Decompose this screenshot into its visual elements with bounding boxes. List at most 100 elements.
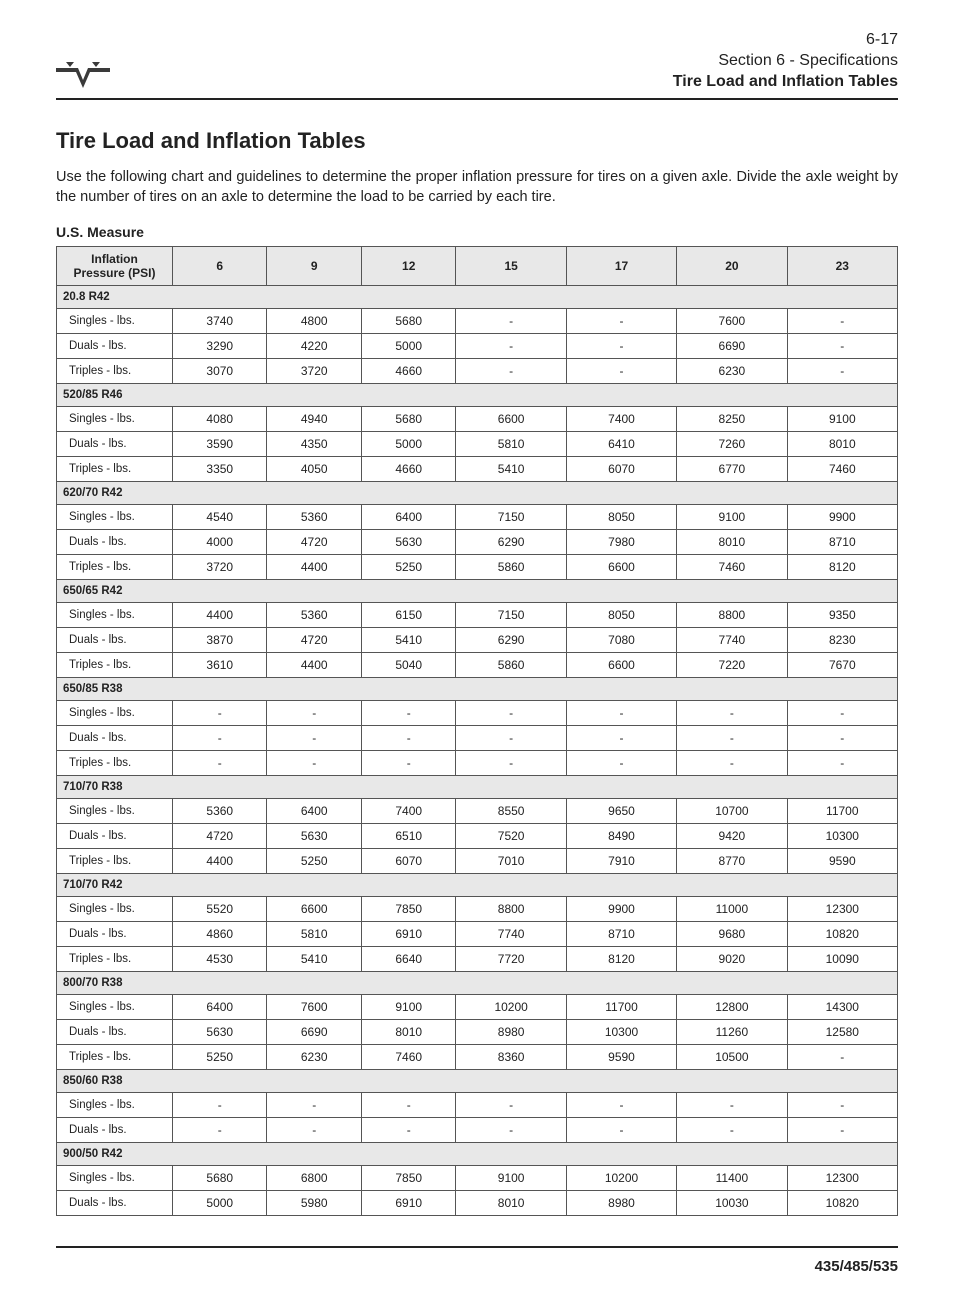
load-value: 6510 [361, 823, 455, 848]
row-label: Triples - lbs. [57, 456, 173, 481]
load-value: 12800 [677, 994, 787, 1019]
load-value: 6290 [456, 529, 566, 554]
load-value: 6910 [361, 1190, 455, 1215]
table-row: Duals - lbs.5630669080108980103001126012… [57, 1019, 898, 1044]
load-value: 7520 [456, 823, 566, 848]
row-label: Duals - lbs. [57, 529, 173, 554]
load-value: - [361, 1092, 455, 1117]
load-value: 4720 [267, 529, 361, 554]
load-value: - [456, 1117, 566, 1142]
load-value: - [173, 1117, 267, 1142]
load-value: 5410 [456, 456, 566, 481]
page-number: 6-17 [673, 30, 898, 51]
tire-size-label: 710/70 R38 [57, 775, 898, 798]
table-row: Duals - lbs.4860581069107740871096801082… [57, 921, 898, 946]
load-value: 11400 [677, 1165, 787, 1190]
psi-column-header: 15 [456, 246, 566, 285]
load-value: 10300 [787, 823, 897, 848]
row-label: Triples - lbs. [57, 358, 173, 383]
table-row: Singles - lbs.45405360640071508050910099… [57, 504, 898, 529]
row-label: Duals - lbs. [57, 1117, 173, 1142]
table-row: Triples - lbs.307037204660--6230- [57, 358, 898, 383]
load-value: 5860 [456, 554, 566, 579]
load-value: 10200 [566, 1165, 676, 1190]
load-value: 5250 [173, 1044, 267, 1069]
load-value: 9350 [787, 602, 897, 627]
load-value: 4540 [173, 504, 267, 529]
section-name: Section 6 - Specifications [673, 51, 898, 72]
psi-column-header: 20 [677, 246, 787, 285]
load-value: - [456, 725, 566, 750]
load-value: 9100 [787, 406, 897, 431]
row-label: Duals - lbs. [57, 725, 173, 750]
row-label: Singles - lbs. [57, 896, 173, 921]
row-label: Triples - lbs. [57, 1044, 173, 1069]
load-value: 7460 [361, 1044, 455, 1069]
row-label: Duals - lbs. [57, 921, 173, 946]
tire-size-label: 850/60 R38 [57, 1069, 898, 1092]
load-value: 7150 [456, 504, 566, 529]
row-label: Singles - lbs. [57, 504, 173, 529]
load-value: - [267, 725, 361, 750]
table-row: Triples - lbs.5250623074608360959010500- [57, 1044, 898, 1069]
load-value: 9650 [566, 798, 676, 823]
tire-size-group: 710/70 R42 [57, 873, 898, 896]
load-value: 5810 [456, 431, 566, 456]
load-value: 9100 [677, 504, 787, 529]
load-value: 5630 [267, 823, 361, 848]
tire-size-group: 850/60 R38 [57, 1069, 898, 1092]
load-value: 8980 [456, 1019, 566, 1044]
row-label: Triples - lbs. [57, 848, 173, 873]
row-label: Singles - lbs. [57, 602, 173, 627]
table-row: Triples - lbs.------- [57, 750, 898, 775]
tire-size-label: 20.8 R42 [57, 285, 898, 308]
load-value: 11700 [787, 798, 897, 823]
table-row: Duals - lbs.------- [57, 1117, 898, 1142]
load-value: 7720 [456, 946, 566, 971]
load-value: 6400 [267, 798, 361, 823]
table-row: Singles - lbs.44005360615071508050880093… [57, 602, 898, 627]
load-value: - [456, 333, 566, 358]
tire-size-group: 20.8 R42 [57, 285, 898, 308]
load-value: 10820 [787, 1190, 897, 1215]
load-value: - [566, 750, 676, 775]
load-value: 8250 [677, 406, 787, 431]
load-value: 8360 [456, 1044, 566, 1069]
load-value: 7220 [677, 652, 787, 677]
load-value: - [787, 308, 897, 333]
load-value: 10300 [566, 1019, 676, 1044]
load-value: 6770 [677, 456, 787, 481]
load-value: - [456, 750, 566, 775]
load-value: 4860 [173, 921, 267, 946]
load-value: 6230 [677, 358, 787, 383]
tire-size-group: 900/50 R42 [57, 1142, 898, 1165]
load-value: 4350 [267, 431, 361, 456]
load-value: 6600 [456, 406, 566, 431]
load-value: 12580 [787, 1019, 897, 1044]
load-value: 7740 [456, 921, 566, 946]
page-footer: 435/485/535 [56, 1246, 898, 1275]
load-value: 7850 [361, 1165, 455, 1190]
load-value: 14300 [787, 994, 897, 1019]
load-value: 5360 [173, 798, 267, 823]
load-value: 4720 [267, 627, 361, 652]
table-body: 20.8 R42Singles - lbs.374048005680--7600… [57, 285, 898, 1215]
load-value: 11260 [677, 1019, 787, 1044]
table-row: Duals - lbs.5000598069108010898010030108… [57, 1190, 898, 1215]
load-value: 8550 [456, 798, 566, 823]
load-value: - [566, 333, 676, 358]
tire-size-group: 650/65 R42 [57, 579, 898, 602]
load-value: - [566, 358, 676, 383]
table-row: Triples - lbs.45305410664077208120902010… [57, 946, 898, 971]
load-value: 8010 [787, 431, 897, 456]
load-value: 8010 [677, 529, 787, 554]
load-value: 10700 [677, 798, 787, 823]
load-value: - [566, 700, 676, 725]
load-value: 8710 [566, 921, 676, 946]
load-value: 3590 [173, 431, 267, 456]
psi-column-header: 12 [361, 246, 455, 285]
load-value: - [677, 750, 787, 775]
tire-size-label: 900/50 R42 [57, 1142, 898, 1165]
table-row: Singles - lbs.40804940568066007400825091… [57, 406, 898, 431]
load-value: 9900 [566, 896, 676, 921]
